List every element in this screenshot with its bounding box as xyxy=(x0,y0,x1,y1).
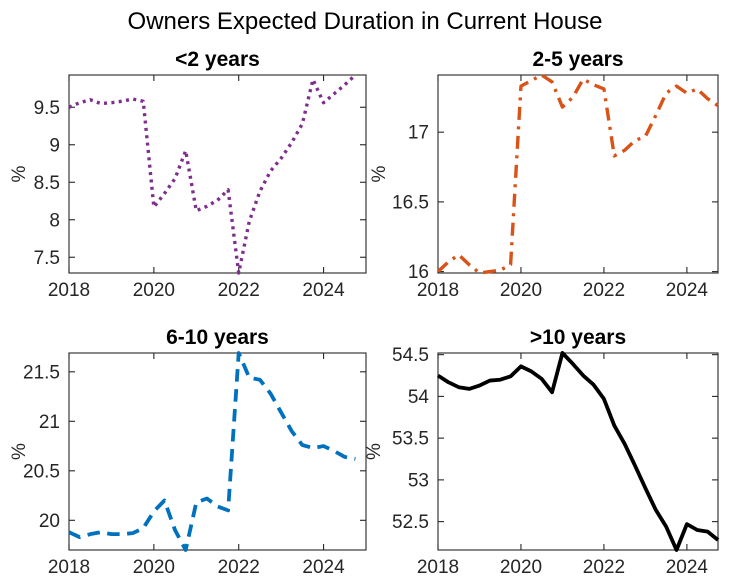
x-tick-label: 2024 xyxy=(666,280,709,301)
y-tick-label: 16.5 xyxy=(392,192,429,213)
series-line-over-10-years xyxy=(436,351,720,552)
subplot-title-under-2-years: <2 years xyxy=(175,48,260,71)
x-tick-label: 2020 xyxy=(133,557,175,578)
y-tick-label: 20 xyxy=(39,511,60,532)
y-tick-label: 17 xyxy=(408,123,429,144)
x-tick-label: 2020 xyxy=(500,557,542,578)
x-tick-label: 2020 xyxy=(500,280,542,301)
axes-box-over-10-years xyxy=(437,352,719,551)
subplot-under-2-years: 2018 2020 2022 2024 7.5 8 8.5 9 9.5% xyxy=(9,73,367,301)
y-tick-label: 52.5 xyxy=(392,512,429,533)
series-line-under-2-years xyxy=(68,73,357,275)
y-axis-label-over-10-years: % xyxy=(364,443,385,460)
y-tick-label: 53.5 xyxy=(392,429,429,450)
y-tick-label: 7.5 xyxy=(34,248,60,269)
subplot-title-over-10-years: >10 years xyxy=(530,326,626,349)
subplot-title-2-5-years: 2-5 years xyxy=(532,48,623,71)
y-tick-label: 20.5 xyxy=(23,461,60,482)
subplot-over-10-years: 2018 2020 2022 2024 52.5 53 53.5 54 54.5% xyxy=(364,345,720,578)
subplot-title-6-10-years: 6-10 years xyxy=(166,326,269,349)
x-tick-label: 2018 xyxy=(417,557,459,578)
series-line-2-5-years xyxy=(436,73,719,275)
y-tick-label: 8.5 xyxy=(34,173,60,194)
x-tick-label: 2024 xyxy=(666,557,709,578)
y-tick-label: 54.5 xyxy=(392,345,429,366)
subplot-2-5-years: 2018 2020 2022 2024 16 16.5 17% xyxy=(369,73,719,301)
y-axis-label-under-2-years: % xyxy=(9,165,30,182)
x-tick-label: 2024 xyxy=(302,557,345,578)
x-tick-label: 2018 xyxy=(48,557,90,578)
axes-box-under-2-years xyxy=(68,74,367,274)
y-tick-label: 16 xyxy=(408,262,429,283)
y-tick-label: 53 xyxy=(408,470,429,491)
x-tick-label: 2018 xyxy=(417,280,459,301)
series-line-6-10-years xyxy=(68,351,356,552)
x-tick-label: 2022 xyxy=(218,280,260,301)
y-tick-label: 54 xyxy=(408,387,430,408)
y-axis-label-6-10-years: % xyxy=(9,443,30,460)
x-tick-label: 2022 xyxy=(583,557,625,578)
figure-title: Owners Expected Duration in Current Hous… xyxy=(127,8,603,35)
y-tick-label: 8 xyxy=(49,210,60,231)
y-tick-label: 9 xyxy=(49,135,60,156)
x-tick-label: 2022 xyxy=(583,280,625,301)
axes-box-6-10-years xyxy=(68,352,367,551)
x-tick-label: 2024 xyxy=(302,280,345,301)
y-tick-label: 9.5 xyxy=(34,98,60,119)
y-axis-label-2-5-years: % xyxy=(369,165,390,182)
y-tick-label: 21.5 xyxy=(23,362,60,383)
x-tick-label: 2020 xyxy=(133,280,175,301)
x-tick-label: 2018 xyxy=(48,280,90,301)
y-tick-label: 21 xyxy=(39,412,60,433)
x-tick-label: 2022 xyxy=(218,557,260,578)
axes-box-2-5-years xyxy=(437,74,719,274)
subplot-6-10-years: 2018 2020 2022 2024 20 20.5 21 21.5% xyxy=(9,351,367,578)
